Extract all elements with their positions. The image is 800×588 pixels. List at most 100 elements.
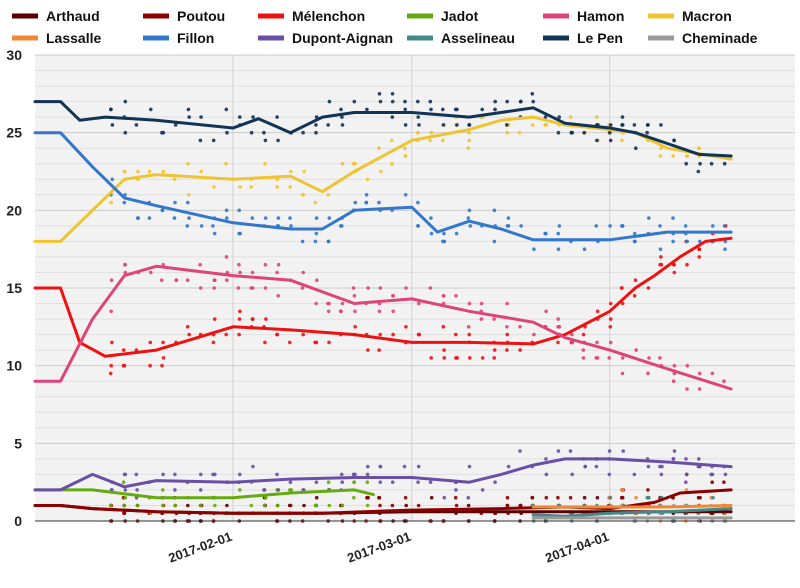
poll-dot-poutou	[403, 495, 408, 500]
poll-dot-fillon	[136, 216, 140, 220]
poll-dot-le-pen	[493, 99, 498, 104]
poll-dot-fillon	[327, 216, 332, 220]
poll-dot-dupont-aignan	[723, 472, 728, 477]
poll-dot-hamon	[697, 371, 702, 376]
poll-dot-jadot	[313, 503, 318, 508]
poll-dot-le-pen	[211, 138, 216, 143]
poll-dot-melenchon	[467, 332, 472, 337]
poll-dot-melenchon	[633, 278, 638, 283]
poll-dot-le-pen	[339, 107, 343, 112]
poll-dot-le-pen	[709, 161, 714, 166]
legend-item-arthaud: Arthaud	[12, 8, 100, 24]
poll-dot-dupont-aignan	[621, 449, 625, 453]
poll-dot-poutou	[122, 511, 126, 515]
poll-dot-le-pen	[403, 99, 407, 104]
poll-dot-dupont-aignan	[660, 464, 664, 469]
poll-dot-melenchon	[377, 348, 381, 352]
poll-dot-hamon	[366, 286, 370, 290]
poll-dot-macron	[466, 146, 471, 150]
poll-dot-melenchon	[211, 340, 216, 345]
legend-swatch	[258, 35, 284, 41]
poll-dot-hamon	[263, 286, 268, 290]
poll-dot-hamon	[250, 286, 255, 290]
poll-dot-hamon	[391, 309, 396, 314]
legend-swatch	[407, 35, 433, 41]
poll-dot-dupont-aignan	[607, 449, 612, 453]
poll-dot-hamon	[685, 387, 689, 391]
poll-dot-le-pen	[518, 99, 523, 104]
poll-dot-dupont-aignan	[493, 480, 497, 485]
poll-dot-dupont-aignan	[340, 480, 345, 485]
poll-dot-le-pen	[160, 130, 164, 135]
poll-dot-melenchon	[224, 332, 228, 337]
poll-dot-hamon	[198, 286, 203, 290]
legend-swatch	[143, 13, 169, 19]
poll-dot-hamon	[185, 278, 190, 283]
poll-dot-dupont-aignan	[544, 457, 548, 461]
poll-dot-fillon	[225, 216, 229, 220]
poll-dot-hamon	[479, 301, 484, 306]
poll-dot-dupont-aignan	[632, 472, 637, 477]
poll-dot-fillon	[187, 216, 191, 220]
poll-dot-poutou	[366, 495, 370, 500]
poll-dot-poutou	[505, 495, 510, 500]
poll-dot-hamon	[276, 294, 281, 298]
poll-dot-hamon	[581, 356, 586, 360]
poll-dot-hamon	[646, 371, 650, 376]
poll-dot-fillon	[173, 200, 177, 205]
poll-dot-melenchon	[556, 340, 560, 345]
poll-dot-macron	[620, 138, 624, 143]
poll-dot-poutou	[454, 503, 459, 508]
poll-dot-dupont-aignan	[454, 488, 458, 492]
poll-dot-fillon	[685, 239, 689, 244]
poll-dot-hamon	[275, 270, 279, 275]
poll-dot-macron	[326, 193, 331, 197]
poll-dot-melenchon	[391, 332, 395, 337]
poll-dot-fillon	[506, 224, 511, 228]
poll-dots-layer	[108, 92, 728, 523]
poll-dot-macron	[377, 146, 381, 150]
poll-dot-melenchon	[187, 332, 191, 337]
poll-dot-fillon	[658, 224, 662, 228]
poll-dot-le-pen	[403, 107, 408, 112]
poll-dot-fillon	[364, 200, 369, 205]
poll-dot-dupont-aignan	[607, 472, 612, 477]
poll-dot-hamon	[595, 340, 599, 345]
poll-dot-le-pen	[505, 99, 510, 104]
poll-dot-melenchon	[160, 363, 164, 368]
poll-dot-fillon	[250, 216, 255, 220]
poll-dot-le-pen	[123, 130, 128, 135]
poll-dot-macron	[249, 185, 253, 189]
poll-dot-melenchon	[620, 301, 625, 306]
poll-dot-hamon	[556, 317, 560, 321]
poll-dot-macron	[467, 130, 471, 135]
poll-dot-fillon	[608, 224, 612, 228]
poll-dot-hamon	[301, 270, 306, 275]
poll-dot-le-pen	[340, 123, 345, 127]
poll-dot-fillon	[429, 231, 434, 236]
poll-dot-dupont-aignan	[684, 457, 688, 461]
poll-dot-fillon	[147, 216, 152, 220]
poll-dot-jadot	[173, 503, 177, 508]
poll-dot-le-pen	[620, 115, 625, 119]
poll-dot-melenchon	[697, 255, 701, 259]
poll-dot-fillon	[671, 216, 675, 220]
poll-dot-le-pen	[530, 92, 535, 96]
poll-dot-fillon	[276, 216, 281, 220]
poll-dot-hamon	[532, 332, 536, 337]
poll-dot-macron	[301, 193, 306, 197]
poll-dot-le-pen	[634, 146, 638, 150]
poll-dot-macron	[685, 154, 690, 158]
poll-dot-melenchon	[685, 262, 689, 267]
poll-dot-hamon	[607, 356, 611, 360]
poll-dot-le-pen	[582, 130, 586, 135]
poll-dot-hamon	[263, 262, 268, 267]
poll-dot-dupont-aignan	[173, 488, 177, 492]
legend-swatch	[12, 35, 38, 41]
poll-dot-melenchon	[505, 348, 509, 352]
poll-dot-hamon	[570, 340, 574, 345]
poll-dot-asselineau	[608, 495, 613, 500]
poll-dot-jadot	[213, 503, 217, 508]
legend-swatch	[543, 13, 569, 19]
